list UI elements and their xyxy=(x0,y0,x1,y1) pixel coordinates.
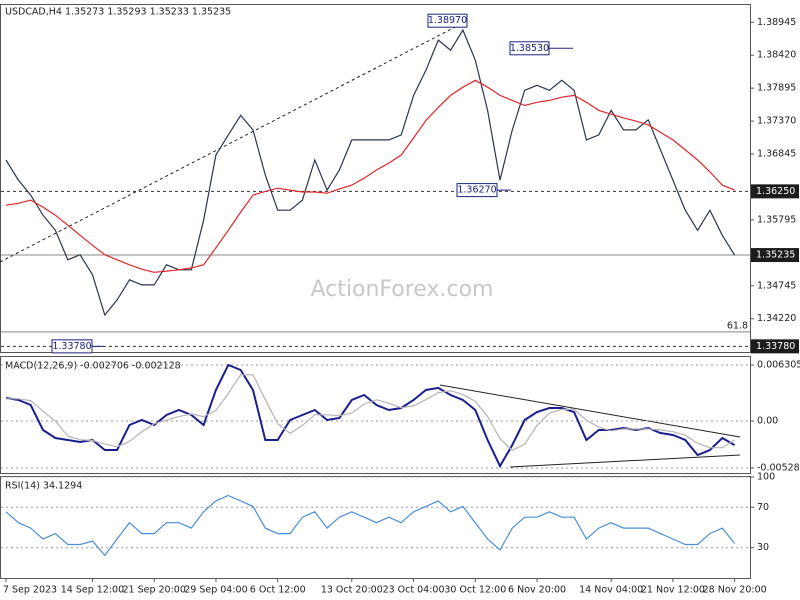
level-box xyxy=(751,248,799,263)
x-tick-label: 28 Nov 20:00 xyxy=(703,585,767,596)
x-tick-label: 6 Oct 12:00 xyxy=(250,585,306,596)
y-tick-label: 70 xyxy=(757,502,769,513)
annotation-label: 1.33780 xyxy=(52,341,91,352)
x-tick-label: 21 Sep 20:00 xyxy=(122,585,185,596)
series-line xyxy=(5,79,735,273)
annotation-label: 1.36270 xyxy=(457,185,496,196)
macd-trend-upper xyxy=(439,384,741,438)
rsi-panel xyxy=(0,476,751,579)
annotation-label: 1.38530 xyxy=(510,43,549,54)
x-tick-label: 29 Sep 04:00 xyxy=(184,585,247,596)
y-tick-label: 1.35795 xyxy=(757,214,796,225)
x-tick-label: 7 Sep 2023 xyxy=(3,585,57,596)
level-box xyxy=(751,184,799,199)
annotation-box xyxy=(51,339,93,354)
y-tick-label: 1.34745 xyxy=(757,280,796,291)
x-tick-label: 30 Oct 12:00 xyxy=(444,585,506,596)
x-tick-label: 6 Nov 20:00 xyxy=(508,585,566,596)
annotation-label: 1.38970 xyxy=(428,15,467,26)
rsi-title: RSI(14) 34.1294 xyxy=(5,481,82,492)
x-tick-label: 21 Nov 12:00 xyxy=(641,585,705,596)
macd-panel xyxy=(0,356,751,474)
x-tick-label: 14 Sep 12:00 xyxy=(61,585,124,596)
y-tick-label: 1.37370 xyxy=(757,116,796,127)
annotation-box xyxy=(427,13,468,28)
macd-title: MACD(12,26,9) -0.002706 -0.002128 xyxy=(5,361,181,372)
series-line xyxy=(5,363,736,469)
y-tick-label: 100 xyxy=(757,472,775,483)
y-tick-label: 30 xyxy=(757,542,769,553)
y-tick-label: 1.38420 xyxy=(757,50,796,61)
price-title: USDCAD,H4 1.35273 1.35293 1.35233 1.3523… xyxy=(5,7,231,18)
watermark: ActionForex.com xyxy=(311,277,494,302)
level-label: 1.36250 xyxy=(756,186,795,197)
y-tick-label: -0.005283 xyxy=(757,462,800,473)
y-tick-label: 0.00 xyxy=(757,416,778,427)
price-panel xyxy=(0,4,751,353)
y-tick-label: 1.34220 xyxy=(757,313,796,324)
macd-trend-lower xyxy=(509,454,741,468)
x-tick-label: 23 Oct 04:00 xyxy=(383,585,445,596)
y-tick-label: 0.006305 xyxy=(757,359,800,370)
series-line xyxy=(5,28,736,317)
x-tick-label: 13 Oct 20:00 xyxy=(321,585,383,596)
y-tick-label: 1.36845 xyxy=(757,149,796,160)
annotation-box xyxy=(509,41,550,56)
level-box xyxy=(751,339,799,354)
level-label: 1.35235 xyxy=(756,250,795,261)
series-line xyxy=(5,494,736,557)
level-label: 61.8 xyxy=(727,320,748,331)
level-label: 1.33780 xyxy=(756,341,795,352)
y-tick-label: 1.38945 xyxy=(757,17,796,28)
x-tick-label: 14 Nov 04:00 xyxy=(579,585,643,596)
annotation-box xyxy=(456,183,498,198)
series-line xyxy=(6,374,735,452)
y-tick-label: 1.37895 xyxy=(757,83,796,94)
